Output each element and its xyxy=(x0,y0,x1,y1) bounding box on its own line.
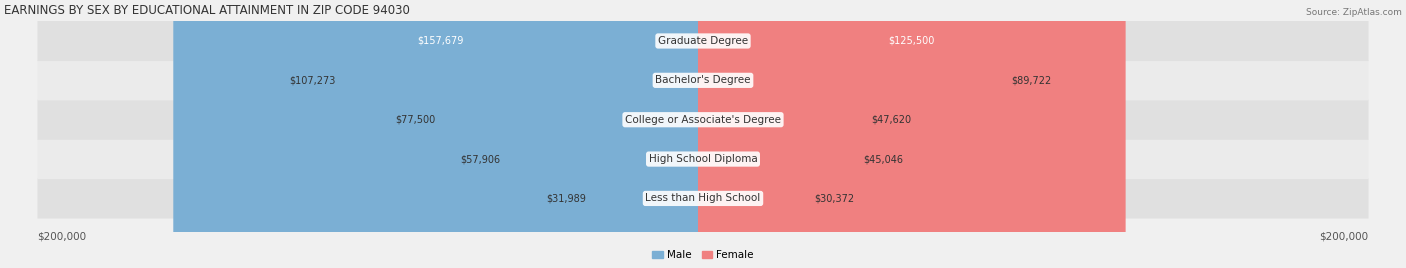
FancyBboxPatch shape xyxy=(505,0,709,268)
Text: $200,000: $200,000 xyxy=(38,232,87,242)
FancyBboxPatch shape xyxy=(38,139,1368,179)
FancyBboxPatch shape xyxy=(697,0,866,268)
Text: $47,620: $47,620 xyxy=(872,115,911,125)
Legend: Male, Female: Male, Female xyxy=(648,246,758,265)
Text: $31,989: $31,989 xyxy=(547,193,586,203)
Text: College or Associate's Degree: College or Associate's Degree xyxy=(626,115,780,125)
Text: $77,500: $77,500 xyxy=(395,115,434,125)
Text: Less than High School: Less than High School xyxy=(645,193,761,203)
FancyBboxPatch shape xyxy=(342,0,709,268)
FancyBboxPatch shape xyxy=(697,0,1007,268)
Text: $57,906: $57,906 xyxy=(460,154,501,164)
Text: Graduate Degree: Graduate Degree xyxy=(658,36,748,46)
Text: High School Diploma: High School Diploma xyxy=(648,154,758,164)
Text: $89,722: $89,722 xyxy=(1011,75,1052,85)
Text: $30,372: $30,372 xyxy=(814,193,855,203)
FancyBboxPatch shape xyxy=(38,100,1368,140)
FancyBboxPatch shape xyxy=(38,178,1368,218)
FancyBboxPatch shape xyxy=(697,0,1126,268)
Text: Source: ZipAtlas.com: Source: ZipAtlas.com xyxy=(1306,8,1402,17)
FancyBboxPatch shape xyxy=(440,0,709,268)
Text: $45,046: $45,046 xyxy=(863,154,903,164)
Text: $125,500: $125,500 xyxy=(889,36,935,46)
Text: $200,000: $200,000 xyxy=(1319,232,1368,242)
FancyBboxPatch shape xyxy=(38,60,1368,100)
FancyBboxPatch shape xyxy=(173,0,709,268)
FancyBboxPatch shape xyxy=(592,0,709,268)
FancyBboxPatch shape xyxy=(697,0,858,268)
FancyBboxPatch shape xyxy=(697,0,808,268)
Text: EARNINGS BY SEX BY EDUCATIONAL ATTAINMENT IN ZIP CODE 94030: EARNINGS BY SEX BY EDUCATIONAL ATTAINMEN… xyxy=(4,4,411,17)
FancyBboxPatch shape xyxy=(38,21,1368,61)
Text: $107,273: $107,273 xyxy=(290,75,336,85)
Text: $157,679: $157,679 xyxy=(418,36,464,46)
Text: Bachelor's Degree: Bachelor's Degree xyxy=(655,75,751,85)
